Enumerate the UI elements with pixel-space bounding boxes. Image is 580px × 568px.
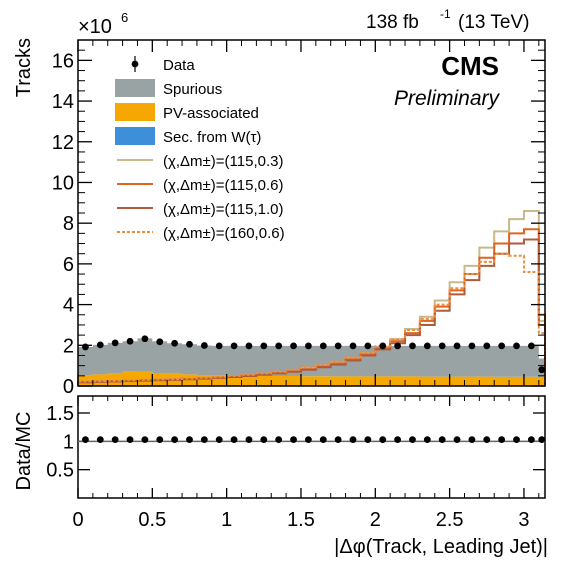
ratio-panel: 0 0.5 1 1.5 2 2.5 3 0.5 1 1.5 (46, 395, 546, 531)
data-point (260, 342, 268, 350)
legend-swatch (115, 127, 155, 145)
data-point (141, 335, 149, 343)
y-tick-label: 8 (63, 213, 74, 235)
experiment-label: CMS (441, 51, 499, 81)
x-tick-label: 2 (370, 509, 381, 531)
main-histogram-panel: 0 2 4 6 8 10 12 14 16 (52, 39, 546, 398)
data-point (379, 342, 387, 350)
lumi-power: -1 (440, 7, 451, 21)
data-point (96, 341, 104, 349)
y-tick-label: 0 (63, 376, 74, 398)
y-tick-label: 12 (52, 132, 74, 154)
data-point (156, 338, 164, 346)
data-point (483, 342, 491, 350)
data-point (171, 339, 179, 347)
legend-swatch (115, 79, 155, 97)
data-point (319, 342, 327, 350)
data-point (275, 342, 283, 350)
x-tick-label: 3 (518, 509, 529, 531)
y-tick-label: 16 (52, 50, 74, 72)
legend: Data Spurious PV-associated Sec. from W(τ) (… (115, 56, 285, 242)
data-point (245, 342, 253, 350)
ratio-y-tick-label: 1 (63, 431, 74, 453)
legend-label: Data (163, 57, 195, 74)
legend-label: PV-associated (163, 105, 259, 122)
data-point (111, 339, 119, 347)
x-axis-label: |Δφ(Track, Leading Jet)| (334, 536, 548, 558)
data-point (215, 342, 223, 350)
data-point (290, 342, 297, 350)
data-point (394, 342, 401, 350)
y-exponent-base: ×10 (78, 16, 112, 38)
data-point (126, 337, 134, 345)
x-tick-label: 1.5 (287, 509, 315, 531)
legend-label: Sec. from W(τ) (163, 129, 261, 146)
x-tick-label: 0.5 (138, 509, 166, 531)
data-point (364, 342, 372, 350)
ratio-y-tick-label: 0.5 (46, 460, 74, 482)
data-point (538, 366, 546, 374)
y-tick-label: 6 (63, 254, 74, 276)
ratio-plot-frame (77, 395, 546, 499)
data-point (200, 342, 208, 349)
x-tick-label: 0 (72, 509, 83, 531)
x-tick-label: 1 (221, 509, 232, 531)
y-tick-label: 4 (63, 295, 74, 317)
y-tick-label: 14 (52, 91, 74, 113)
y-tick-label: 10 (52, 172, 74, 194)
y-exponent-power: 6 (121, 10, 128, 25)
data-point (186, 340, 193, 348)
data-point (513, 342, 520, 350)
data-point (230, 342, 238, 350)
ratio-y-label: Data/MC (13, 412, 35, 491)
data-point (409, 342, 416, 350)
legend-label: (χ,Δm±)=(115,0.3) (163, 153, 283, 170)
legend-label: (χ,Δm±)=(115,1.0) (163, 201, 283, 218)
data-point (334, 342, 342, 350)
lumi-energy: (13 TeV) (458, 12, 529, 33)
data-point (349, 342, 357, 350)
legend-label: (χ,Δm±)=(115,0.6) (163, 177, 283, 194)
data-point (305, 342, 312, 350)
y-tick-label: 2 (63, 335, 74, 357)
data-point (498, 342, 506, 350)
ratio-y-tick-label: 1.5 (46, 403, 74, 425)
data-point (453, 342, 461, 350)
data-point (438, 342, 446, 350)
main-y-label: Tracks (13, 38, 35, 97)
data-point (82, 343, 89, 351)
status-label: Preliminary (394, 87, 501, 110)
data-point (468, 342, 476, 350)
legend-label: (χ,Δm±)=(160,0.6) (163, 225, 285, 242)
legend-label: Spurious (163, 81, 222, 98)
legend-marker (131, 60, 139, 68)
lumi-value: 138 fb (366, 12, 419, 33)
legend-swatch (115, 103, 155, 121)
data-point (423, 342, 431, 350)
stack-fill-1 (78, 370, 545, 386)
x-tick-label: 2.5 (436, 509, 464, 531)
